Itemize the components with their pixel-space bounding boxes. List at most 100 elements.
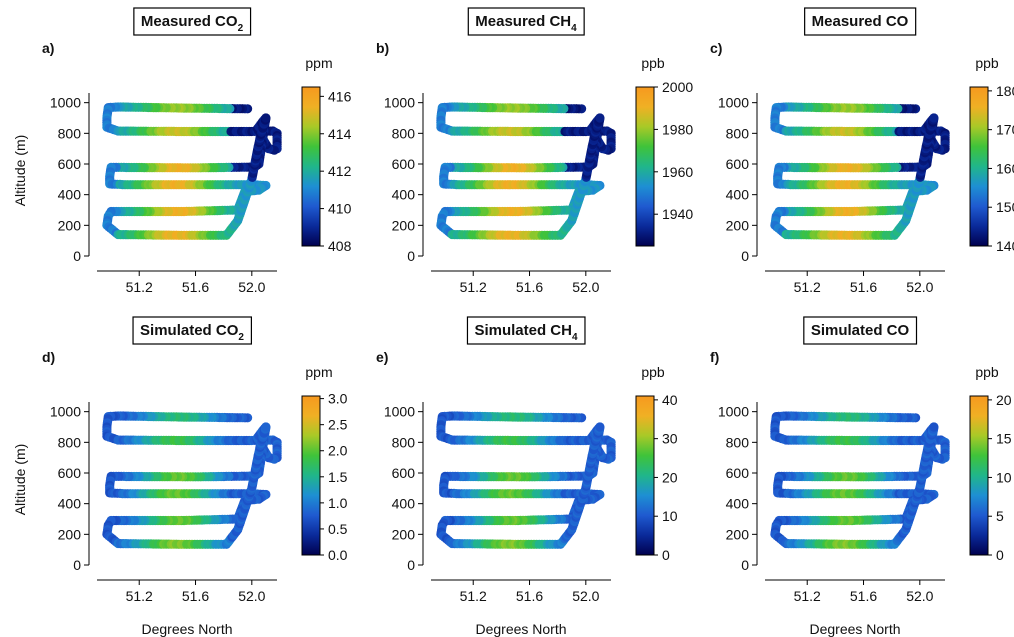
colorbar-tick-label: 10: [662, 508, 678, 524]
y-tick-label: 800: [726, 125, 750, 141]
x-axis-label: Degrees North: [809, 621, 900, 637]
scatter-points: [770, 411, 950, 549]
scatter-points: [770, 102, 950, 240]
y-tick-label: 400: [58, 496, 82, 512]
x-tick-label: 51.2: [126, 588, 153, 604]
y-axis-label: Altitude (m): [12, 444, 28, 516]
colorbar-tick-label: 1960: [662, 164, 693, 180]
y-tick-label: 600: [58, 465, 82, 481]
panel-letter: d): [42, 349, 55, 365]
scatter-points: [102, 102, 282, 240]
panel-title-box: [466, 316, 586, 345]
x-tick-label: 51.2: [794, 588, 821, 604]
colorbar-tick-label: 408: [328, 238, 352, 254]
panel-title-box: [132, 316, 252, 345]
x-tick-label: 52.0: [238, 279, 265, 295]
panel-title-main: Simulated CO: [811, 322, 910, 339]
y-tick-label: 0: [741, 248, 749, 264]
colorbar-tick-label: 30: [662, 431, 678, 447]
colorbar-tick-label: 412: [328, 163, 352, 179]
y-tick-label: 200: [726, 526, 750, 542]
panel-title-box: [804, 7, 917, 36]
colorbar-tick-label: 20: [662, 469, 678, 485]
colorbar-tick-label: 10: [996, 469, 1012, 485]
y-tick-label: 200: [58, 217, 82, 233]
data-point: [261, 422, 271, 432]
x-axis-label: Degrees North: [475, 621, 566, 637]
y-tick-label: 600: [392, 465, 416, 481]
y-tick-label: 400: [392, 187, 416, 203]
panel-letter: b): [376, 40, 389, 56]
colorbar-tick-label: 0: [996, 547, 1004, 563]
colorbar-tick-label: 20: [996, 392, 1012, 408]
panel-title-subscript: 2: [238, 23, 244, 34]
y-tick-label: 800: [58, 125, 82, 141]
colorbar-tick-label: 3.0: [328, 391, 348, 407]
y-tick-label: 800: [726, 434, 750, 450]
y-tick-label: 800: [58, 434, 82, 450]
y-tick-label: 0: [73, 248, 81, 264]
colorbar-unit: ppb: [975, 364, 999, 380]
y-tick-label: 800: [392, 125, 416, 141]
panel-title-subscript: 2: [238, 332, 244, 343]
colorbar: [969, 86, 989, 247]
scatter-points: [102, 411, 282, 549]
colorbar-tick-label: 180: [996, 83, 1014, 99]
panel-title: Simulated CH4: [474, 322, 578, 343]
colorbar-tick-label: 416: [328, 88, 352, 104]
y-tick-label: 0: [407, 248, 415, 264]
colorbar-tick-label: 2.5: [328, 417, 348, 433]
colorbar-unit: ppb: [641, 364, 665, 380]
y-tick-label: 400: [726, 496, 750, 512]
colorbar: [969, 395, 989, 556]
y-tick-label: 0: [73, 557, 81, 573]
colorbar-tick-label: 0: [662, 547, 670, 563]
panel-title-main: Simulated CH: [474, 322, 572, 339]
panel-letter: f): [710, 349, 719, 365]
scatter-points: [436, 102, 616, 240]
colorbar: [635, 86, 655, 247]
colorbar: [301, 86, 321, 247]
panel-title: Simulated CO: [811, 322, 910, 339]
colorbar-tick-label: 0.0: [328, 547, 348, 563]
panel-letter: a): [42, 40, 54, 56]
y-tick-label: 1000: [384, 95, 415, 111]
data-point: [595, 422, 605, 432]
colorbar-tick-label: 1.0: [328, 495, 348, 511]
y-tick-label: 0: [741, 557, 749, 573]
y-tick-label: 400: [58, 187, 82, 203]
panel-a: Measured CO2 a) ppm 0 200 400 600 800 1000 51.2 51…: [12, 7, 352, 295]
colorbar: [635, 395, 655, 556]
colorbar-tick-label: 40: [662, 392, 678, 408]
panel-title: Measured CO: [812, 13, 909, 30]
x-tick-label: 52.0: [238, 588, 265, 604]
colorbar-tick-label: 414: [328, 126, 352, 142]
colorbar-tick-label: 5: [996, 508, 1004, 524]
colorbar-unit: ppb: [975, 55, 999, 71]
panel-title-box: [133, 7, 252, 36]
panel-title-main: Measured CO: [141, 13, 238, 30]
y-tick-label: 1000: [50, 95, 81, 111]
colorbar-unit: ppm: [305, 364, 332, 380]
y-tick-label: 400: [726, 187, 750, 203]
x-tick-label: 52.0: [906, 279, 933, 295]
data-point: [261, 113, 271, 123]
colorbar-tick-label: 0.5: [328, 521, 348, 537]
panel-title-box: [803, 316, 918, 345]
scatter-points: [436, 411, 616, 549]
colorbar-tick-label: 1980: [662, 121, 693, 137]
x-tick-label: 51.6: [850, 279, 877, 295]
panel-letter: e): [376, 349, 388, 365]
colorbar-tick-label: 160: [996, 160, 1014, 176]
y-tick-label: 200: [58, 526, 82, 542]
colorbar-unit: ppb: [641, 55, 665, 71]
y-tick-label: 1000: [718, 95, 749, 111]
data-point: [595, 113, 605, 123]
colorbar-tick-label: 1940: [662, 206, 693, 222]
y-tick-label: 600: [392, 156, 416, 172]
colorbar-tick-label: 15: [996, 431, 1012, 447]
panel-title-main: Measured CH: [475, 13, 571, 30]
x-tick-label: 51.2: [460, 279, 487, 295]
